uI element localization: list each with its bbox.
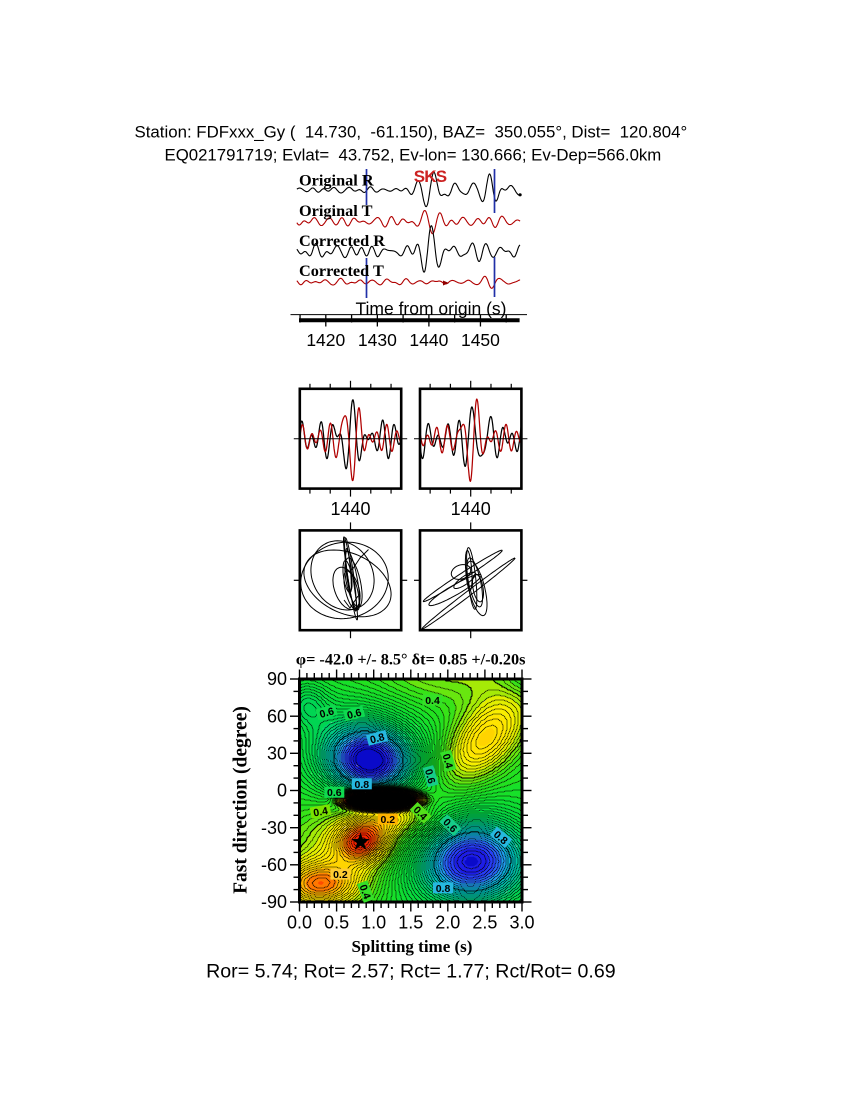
svg-text:Corrected T: Corrected T <box>299 261 384 280</box>
svg-text:0.6: 0.6 <box>327 787 342 799</box>
svg-text:-60: -60 <box>261 855 287 875</box>
svg-text:2.0: 2.0 <box>435 913 460 933</box>
svg-text:0.8: 0.8 <box>369 731 386 746</box>
svg-text:0.2: 0.2 <box>380 814 395 826</box>
svg-text:Fast direction (degree): Fast direction (degree) <box>231 706 252 894</box>
svg-text:1.5: 1.5 <box>398 913 423 933</box>
svg-text:1420: 1420 <box>306 330 345 350</box>
svg-text:0.4: 0.4 <box>312 805 329 819</box>
svg-text:φ= -42.0 +/- 8.5° δt= 0.85 +/-: φ= -42.0 +/- 8.5° δt= 0.85 +/-0.20s <box>296 649 526 668</box>
svg-text:Time from origin (s): Time from origin (s) <box>355 299 506 319</box>
svg-text:0.6: 0.6 <box>318 705 335 720</box>
svg-text:60: 60 <box>267 706 287 726</box>
svg-text:2.5: 2.5 <box>472 913 497 933</box>
svg-text:Original R: Original R <box>299 171 374 190</box>
svg-text:0.4: 0.4 <box>425 695 440 707</box>
svg-text:0: 0 <box>277 781 287 801</box>
svg-text:30: 30 <box>267 744 287 764</box>
svg-text:0.2: 0.2 <box>333 869 348 881</box>
svg-text:3.0: 3.0 <box>509 913 534 933</box>
svg-text:0.5: 0.5 <box>324 913 349 933</box>
svg-text:EQ021791719; Evlat= 43.752, E: EQ021791719; Evlat= 43.752, Ev-lon= 130.… <box>165 146 662 165</box>
svg-text:SKS: SKS <box>414 167 447 186</box>
svg-text:0.8: 0.8 <box>436 883 451 895</box>
svg-text:1440: 1440 <box>409 330 448 350</box>
svg-text:-90: -90 <box>261 892 287 912</box>
svg-text:0.0: 0.0 <box>287 913 312 933</box>
svg-text:0.4: 0.4 <box>357 883 373 901</box>
svg-text:Station: FDFxxx_Gy ( 14.730,: Station: FDFxxx_Gy ( 14.730, -61.150), B… <box>135 123 688 142</box>
svg-text:0.4: 0.4 <box>440 753 455 770</box>
svg-text:0.8: 0.8 <box>354 779 369 791</box>
svg-text:90: 90 <box>267 669 287 689</box>
svg-text:1440: 1440 <box>330 499 370 519</box>
svg-text:0.6: 0.6 <box>422 768 437 785</box>
svg-text:1450: 1450 <box>461 330 500 350</box>
svg-text:1.0: 1.0 <box>361 913 386 933</box>
svg-text:0.6: 0.6 <box>346 707 363 722</box>
svg-text:Splitting time (s): Splitting time (s) <box>352 937 473 956</box>
svg-text:1430: 1430 <box>358 330 397 350</box>
svg-text:1440: 1440 <box>451 499 491 519</box>
svg-text:-30: -30 <box>261 818 287 838</box>
svg-text:Original T: Original T <box>299 201 373 220</box>
svg-text:Corrected R: Corrected R <box>299 231 385 250</box>
svg-text:Ror= 5.74; Rot= 2.57; Rct= 1.7: Ror= 5.74; Rot= 2.57; Rct= 1.77; Rct/Rot… <box>206 961 616 983</box>
